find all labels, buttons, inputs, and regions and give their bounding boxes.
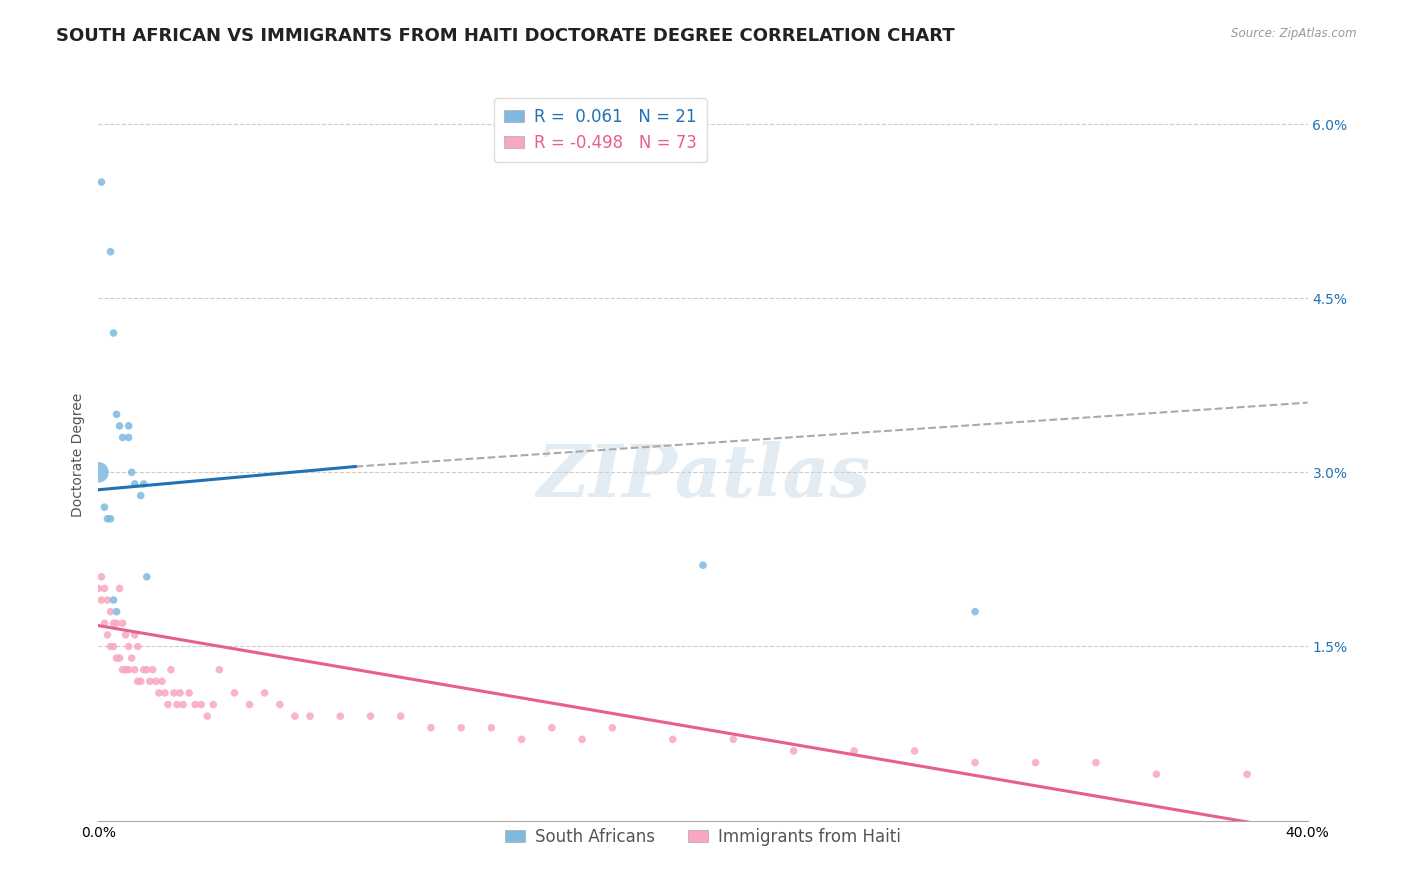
Point <box>105 605 128 619</box>
Point <box>118 430 141 444</box>
Point <box>121 466 143 480</box>
Point <box>93 616 115 631</box>
Point <box>127 640 149 654</box>
Point <box>124 663 146 677</box>
Point <box>172 698 194 712</box>
Point <box>169 686 191 700</box>
Point <box>105 651 128 665</box>
Point <box>100 640 122 654</box>
Point <box>111 430 134 444</box>
Point <box>111 663 134 677</box>
Point <box>118 418 141 433</box>
Point <box>1236 767 1258 781</box>
Point <box>93 500 115 515</box>
Point <box>105 616 128 631</box>
Point <box>148 686 170 700</box>
Point <box>108 582 131 596</box>
Point <box>139 674 162 689</box>
Y-axis label: Doctorate Degree: Doctorate Degree <box>72 392 86 517</box>
Point <box>90 593 112 607</box>
Point <box>90 175 112 189</box>
Point <box>360 709 382 723</box>
Point <box>389 709 412 723</box>
Point <box>124 628 146 642</box>
Point <box>692 558 714 573</box>
Point <box>420 721 443 735</box>
Point <box>118 663 141 677</box>
Point <box>190 698 212 712</box>
Point <box>166 698 188 712</box>
Legend: South Africans, Immigrants from Haiti: South Africans, Immigrants from Haiti <box>498 822 908 853</box>
Point <box>87 466 110 480</box>
Point <box>114 663 136 677</box>
Point <box>965 605 987 619</box>
Point <box>127 674 149 689</box>
Point <box>184 698 207 712</box>
Point <box>284 709 307 723</box>
Point <box>135 663 157 677</box>
Point <box>121 651 143 665</box>
Point <box>118 640 141 654</box>
Point <box>105 407 128 421</box>
Point <box>208 663 231 677</box>
Point <box>571 732 593 747</box>
Point <box>100 244 122 259</box>
Point <box>783 744 806 758</box>
Point <box>224 686 246 700</box>
Point <box>602 721 624 735</box>
Text: SOUTH AFRICAN VS IMMIGRANTS FROM HAITI DOCTORATE DEGREE CORRELATION CHART: SOUTH AFRICAN VS IMMIGRANTS FROM HAITI D… <box>56 27 955 45</box>
Point <box>108 418 131 433</box>
Point <box>179 686 201 700</box>
Point <box>103 616 125 631</box>
Point <box>103 640 125 654</box>
Point <box>96 593 118 607</box>
Point <box>135 570 157 584</box>
Point <box>129 674 152 689</box>
Point <box>965 756 987 770</box>
Point <box>100 512 122 526</box>
Point <box>114 628 136 642</box>
Point <box>129 489 152 503</box>
Point <box>844 744 866 758</box>
Point <box>299 709 322 723</box>
Point <box>195 709 218 723</box>
Point <box>239 698 262 712</box>
Point <box>481 721 503 735</box>
Point <box>150 674 173 689</box>
Point <box>450 721 472 735</box>
Point <box>329 709 352 723</box>
Text: ZIPatlas: ZIPatlas <box>536 442 870 512</box>
Point <box>163 686 186 700</box>
Point <box>202 698 225 712</box>
Point <box>96 628 118 642</box>
Point <box>103 326 125 340</box>
Point <box>156 698 179 712</box>
Point <box>153 686 176 700</box>
Point <box>723 732 745 747</box>
Point <box>108 651 131 665</box>
Point <box>132 477 155 491</box>
Point <box>90 570 112 584</box>
Point <box>253 686 276 700</box>
Point <box>540 721 562 735</box>
Point <box>111 616 134 631</box>
Text: Source: ZipAtlas.com: Source: ZipAtlas.com <box>1232 27 1357 40</box>
Point <box>1085 756 1108 770</box>
Point <box>510 732 533 747</box>
Point <box>160 663 183 677</box>
Point <box>904 744 927 758</box>
Point <box>269 698 291 712</box>
Point <box>100 605 122 619</box>
Point <box>96 512 118 526</box>
Point <box>145 674 167 689</box>
Point <box>87 582 110 596</box>
Point <box>142 663 165 677</box>
Point <box>103 593 125 607</box>
Point <box>1144 767 1167 781</box>
Point <box>124 477 146 491</box>
Point <box>661 732 683 747</box>
Point <box>1024 756 1046 770</box>
Point <box>132 663 155 677</box>
Point <box>93 582 115 596</box>
